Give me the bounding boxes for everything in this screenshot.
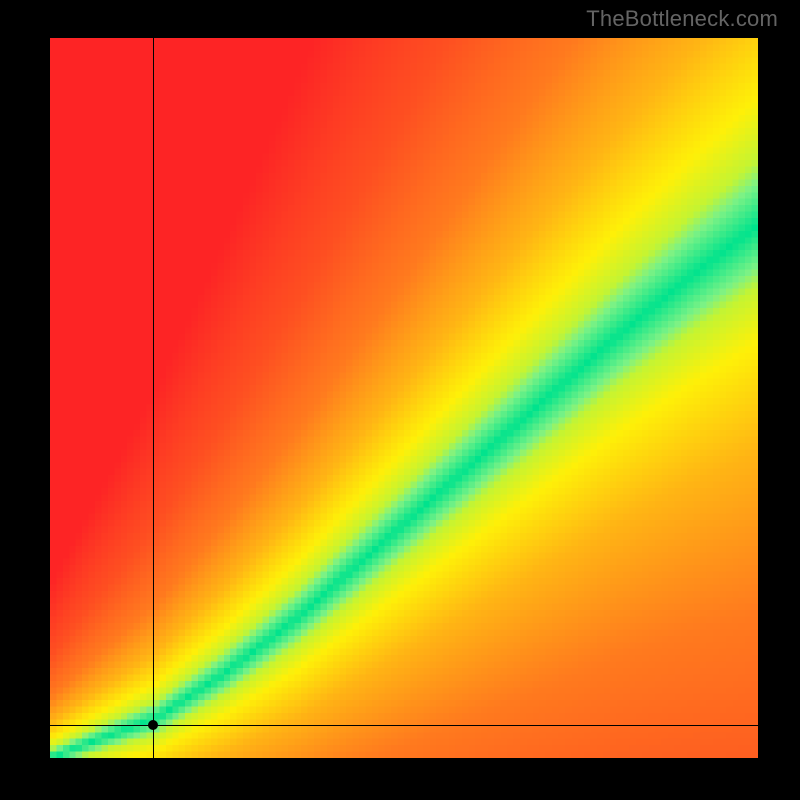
watermark-text: TheBottleneck.com — [586, 6, 778, 32]
crosshair-marker — [148, 720, 158, 730]
heatmap-canvas — [50, 38, 758, 758]
crosshair-vertical — [153, 38, 154, 758]
plot-area — [50, 38, 758, 758]
chart-container: TheBottleneck.com — [0, 0, 800, 800]
